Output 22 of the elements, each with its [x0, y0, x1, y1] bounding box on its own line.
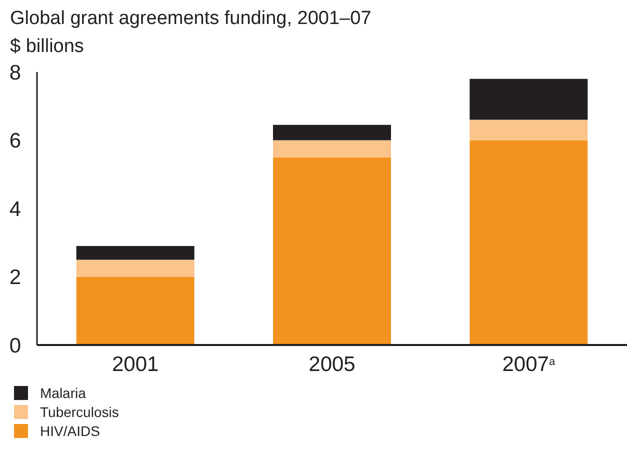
y-tick-label: 0: [9, 334, 21, 358]
bar: [470, 140, 588, 345]
legend-label: Tuberculosis: [40, 404, 119, 420]
y-tick-label: 6: [9, 130, 21, 153]
chart-title: Global grant agreements funding, 2001–07: [9, 8, 372, 31]
y-axis-title: $ billions: [9, 36, 85, 58]
x-tick-label: 2001: [112, 353, 159, 376]
x-tick-label: 2005: [308, 353, 356, 376]
bar: [76, 260, 194, 277]
x-tick-label: 2007$^{a}$: [502, 353, 556, 376]
bar: [273, 124, 391, 140]
bar: [470, 78, 588, 120]
bar: [76, 246, 194, 260]
y-tick-label: 2: [9, 266, 21, 290]
bar: [470, 120, 588, 140]
y-tick-label: 8: [9, 61, 21, 84]
bar: [76, 276, 194, 345]
y-tick-label: 4: [9, 198, 22, 221]
legend-label: Malaria: [40, 384, 86, 400]
bar: [273, 140, 391, 158]
bar: [273, 157, 391, 345]
legend-label: HIV/AIDS: [40, 422, 100, 438]
